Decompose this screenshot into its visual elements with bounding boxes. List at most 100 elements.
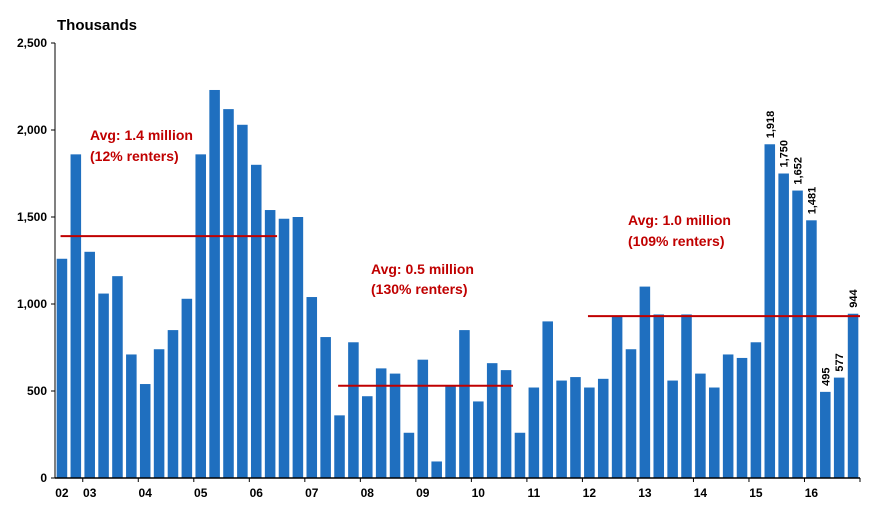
bar: [84, 251, 95, 478]
x-tick-label: 15: [749, 486, 763, 500]
bar: [112, 276, 123, 478]
x-tick-label: 12: [583, 486, 597, 500]
bar: [139, 384, 151, 478]
data-label: 577: [834, 353, 846, 371]
bar: [459, 330, 470, 478]
bar: [389, 373, 401, 478]
bar: [417, 359, 429, 478]
bar: [584, 387, 595, 478]
average-annotation-renters: (109% renters): [628, 233, 725, 249]
x-tick-label: 02: [55, 486, 69, 500]
y-tick-label: 2,000: [17, 123, 47, 137]
bar: [278, 218, 290, 479]
bar: [639, 286, 651, 478]
bar: [750, 342, 762, 478]
y-tick-label: 0: [40, 471, 47, 485]
bar: [681, 314, 692, 478]
bar: [237, 124, 248, 478]
bar: [597, 378, 609, 478]
data-label: 944: [848, 289, 860, 308]
bar: [528, 387, 540, 478]
data-label: 1,481: [806, 187, 818, 215]
bar: [722, 354, 734, 478]
bar: [70, 154, 82, 479]
bar: [847, 313, 859, 478]
x-tick-label: 16: [805, 486, 819, 500]
bar: [736, 357, 748, 478]
bar: [362, 396, 373, 478]
average-annotation-value: Avg: 1.4 million: [90, 127, 193, 143]
y-tick-label: 1,500: [17, 210, 47, 224]
bar: [292, 217, 304, 478]
x-tick-label: 07: [305, 486, 319, 500]
bar: [320, 337, 331, 478]
data-label: 1,652: [793, 157, 805, 185]
bar: [556, 380, 567, 478]
bar: [348, 342, 359, 478]
average-annotation-renters: (12% renters): [90, 148, 179, 164]
average-annotation-renters: (130% renters): [371, 281, 468, 297]
bar: [820, 391, 831, 478]
bar: [500, 370, 512, 478]
bar: [223, 109, 234, 479]
x-tick-label: 13: [638, 486, 652, 500]
y-axis: 0 500 1,000 1,500 2,000 2,500: [17, 36, 56, 485]
x-tick-label: 09: [416, 486, 430, 500]
average-annotation-value: Avg: 1.0 million: [628, 212, 731, 228]
bar: [764, 144, 776, 478]
y-axis-title: Thousands: [57, 17, 137, 34]
bar: [625, 349, 637, 478]
bar: [98, 293, 109, 478]
bar: [806, 220, 817, 478]
x-tick-label: 06: [250, 486, 264, 500]
bar: [431, 461, 442, 478]
x-tick-label: 04: [139, 486, 153, 500]
x-tick-label: 05: [194, 486, 208, 500]
bar: [306, 297, 318, 478]
x-tick-label: 14: [694, 486, 708, 500]
bar: [334, 415, 345, 478]
bar: [778, 173, 789, 478]
bar: [375, 368, 387, 478]
bar: [209, 89, 220, 478]
bar: [708, 387, 720, 478]
bar: [611, 316, 623, 478]
bar: [473, 401, 484, 478]
data-label: 1,918: [765, 111, 777, 139]
bar: [181, 298, 193, 478]
bar: [653, 314, 665, 478]
data-label: 1,750: [779, 140, 791, 168]
bar: [403, 432, 415, 478]
y-tick-label: 500: [27, 384, 47, 398]
average-annotation-value: Avg: 0.5 million: [371, 261, 474, 277]
average-lines: Avg: 1.4 million (12% renters) Avg: 0.5 mi…: [60, 127, 860, 387]
data-label: 495: [820, 368, 832, 386]
x-tick-label: 08: [361, 486, 375, 500]
bar: [56, 258, 68, 478]
x-axis: 02 03 04 05 06 07 08 09 10 11 12 13 14 15 16: [55, 477, 861, 500]
x-tick-label: 10: [472, 486, 486, 500]
bar: [667, 380, 678, 478]
bar: [264, 210, 276, 479]
y-tick-label: 1,000: [17, 297, 47, 311]
bar: [167, 330, 179, 478]
bar: [445, 385, 456, 478]
bar: [126, 354, 137, 478]
bar: [792, 190, 803, 478]
bar: [833, 377, 845, 478]
bar: [250, 164, 262, 479]
bar: [570, 377, 581, 478]
bars: [56, 89, 859, 479]
bar: [195, 154, 207, 479]
y-tick-label: 2,500: [17, 36, 47, 50]
bar: [542, 321, 553, 478]
bar: [153, 349, 165, 478]
bar: [695, 373, 706, 478]
x-tick-label: 11: [527, 486, 540, 500]
x-tick-label: 03: [83, 486, 97, 500]
bar: [514, 432, 526, 478]
bar: [486, 363, 498, 478]
